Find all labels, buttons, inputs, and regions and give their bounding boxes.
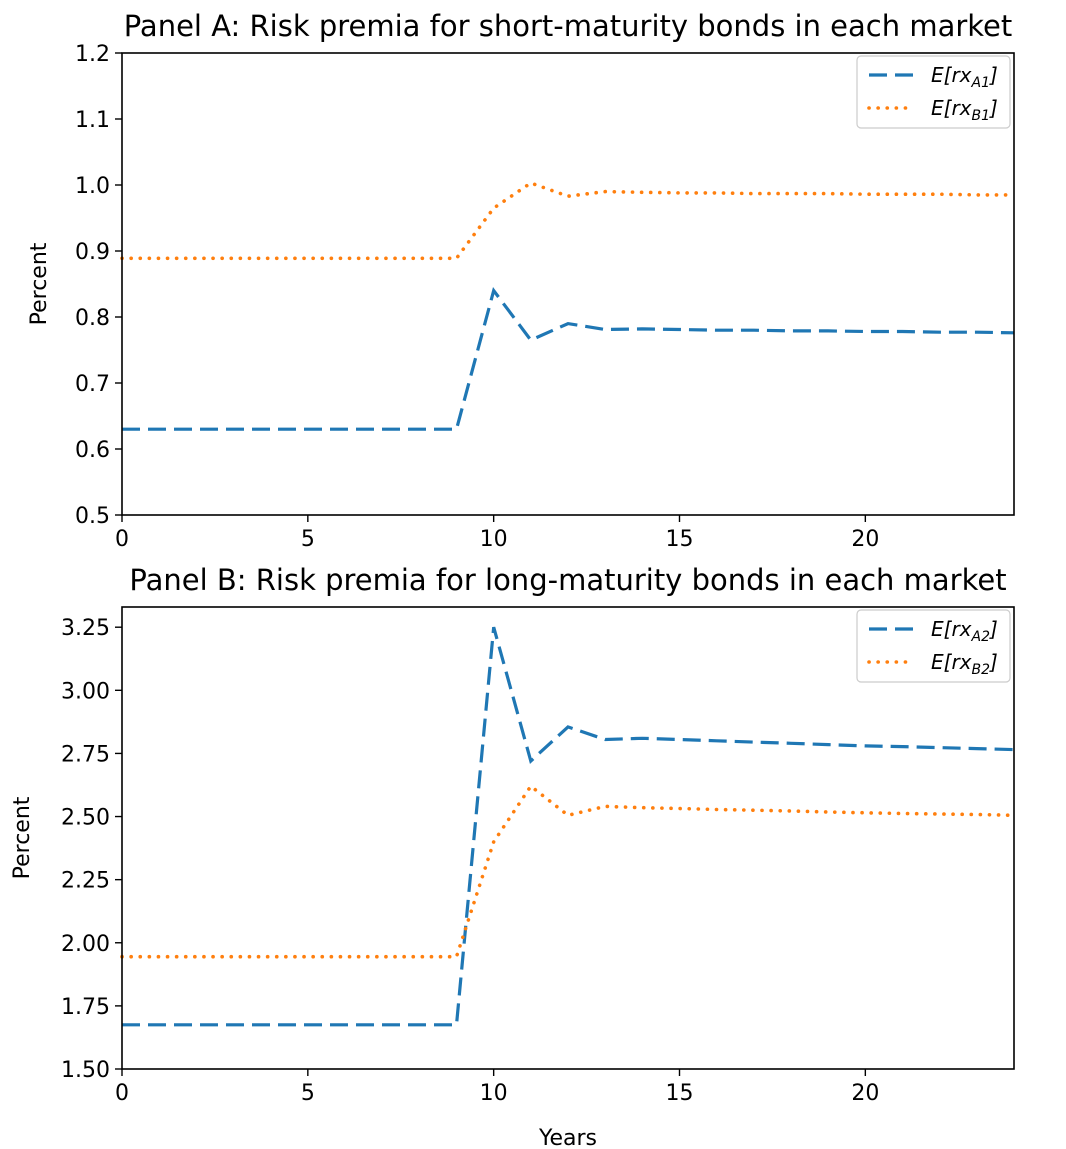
panel-b-ylabel: Percent (10, 796, 35, 879)
panel-b-ytick-label: 2.75 (61, 742, 110, 767)
panel-a-legend-label-b1: E[rxB1] (931, 96, 998, 124)
panel-a-series-line-a1 (122, 287, 1015, 431)
panel-a-title: Panel A: Risk premia for short-maturity … (124, 9, 1013, 43)
panel-b-xtick-label: 5 (301, 1081, 315, 1106)
panel-a-xtick-label: 10 (480, 527, 508, 552)
panel-a-xtick-label: 5 (301, 527, 315, 552)
panel-a-axes-frame (121, 52, 1015, 516)
panel-b-ytick-label: 2.00 (61, 932, 110, 957)
panel-a-ytick-label: 0.6 (75, 438, 110, 463)
panel-b-xtick-label: 15 (666, 1081, 694, 1106)
panel-a-ytick-label: 0.7 (75, 372, 110, 397)
panel-b-ytick-label: 3.00 (61, 679, 110, 704)
panel-b-legend-label-b2: E[rxB2] (931, 650, 998, 678)
panel-a-xtick-label: 20 (851, 527, 879, 552)
panel-a-legend-label-a1: E[rxA1] (931, 63, 998, 91)
panel-a-ytick-label: 1.0 (75, 174, 110, 199)
panel-a-ytick-label: 0.5 (75, 504, 110, 529)
panel-b-ytick-label: 3.25 (61, 616, 110, 641)
panel-a-xtick-label: 0 (115, 527, 129, 552)
panel-a-ytick-label: 1.1 (75, 108, 110, 133)
panel-b-series-line-b2 (120, 783, 1016, 959)
panel-b-title: Panel B: Risk premia for long-maturity b… (129, 563, 1006, 597)
panel-b-xtick-label: 20 (851, 1081, 879, 1106)
panel-b-xlabel: Years (538, 1126, 597, 1149)
panel-b-ytick-label: 1.75 (61, 995, 110, 1020)
panel-a-ytick-label: 0.9 (75, 240, 110, 265)
panel-a-series-line-b1 (120, 180, 1016, 261)
panel-b-xtick-label: 0 (115, 1081, 129, 1106)
panel-b-ytick-label: 2.25 (61, 869, 110, 894)
panel-b-ytick-label: 1.50 (61, 1058, 110, 1083)
panel-b-legend-label-a2: E[rxA2] (931, 617, 998, 645)
panel-b-series-line-a2 (122, 626, 1015, 1027)
panel-b-axes-frame (121, 606, 1015, 1070)
panel-b-xtick-label: 10 (480, 1081, 508, 1106)
panel-b: Panel B: Risk premia for long-maturity b… (10, 563, 1016, 1149)
panel-b-ytick-label: 2.50 (61, 806, 110, 831)
panel-a-xtick-label: 15 (666, 527, 694, 552)
panel-a-ylabel: Percent (27, 242, 52, 325)
panel-a: Panel A: Risk premia for short-maturity … (27, 9, 1016, 552)
panel-a-ytick-label: 1.2 (75, 42, 110, 67)
panel-a-ytick-label: 0.8 (75, 306, 110, 331)
